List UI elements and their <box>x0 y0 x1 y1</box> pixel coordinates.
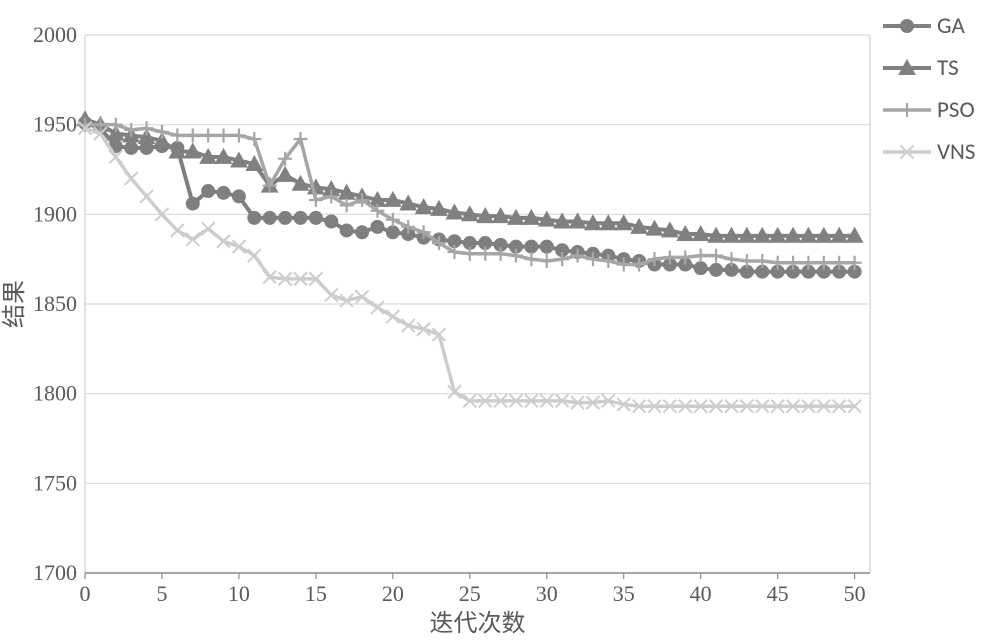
ytick-label: 2000 <box>33 22 77 47</box>
convergence-chart: 1700 1750 1800 1850 1900 1950 2000 0 5 10 15 20 25 30… <box>0 0 1000 644</box>
xtick-label: 25 <box>459 581 481 606</box>
xtick-label: 15 <box>305 581 327 606</box>
ytick-label: 1750 <box>33 470 77 495</box>
chart-svg: 1700 1750 1800 1850 1900 1950 2000 0 5 10 15 20 25 30… <box>0 0 1000 644</box>
xtick-label: 40 <box>690 581 712 606</box>
ytick-label: 1800 <box>33 381 77 406</box>
y-axis-title: 结果 <box>1 280 28 328</box>
xtick-label: 5 <box>156 581 167 606</box>
xtick-label: 35 <box>613 581 635 606</box>
ytick-label: 1950 <box>33 112 77 137</box>
xtick-label: 20 <box>382 581 404 606</box>
xtick-label: 10 <box>228 581 250 606</box>
legend-label: VNS <box>937 138 975 166</box>
ytick-label: 1900 <box>33 201 77 226</box>
legend-label: PSO <box>937 96 975 124</box>
x-axis-title: 迭代次数 <box>430 610 526 637</box>
xtick-label: 50 <box>844 581 866 606</box>
ytick-label: 1850 <box>33 291 77 316</box>
ytick-label: 1700 <box>33 560 77 585</box>
xtick-label: 0 <box>80 581 91 606</box>
legend-label: TS <box>937 54 959 82</box>
legend-label: GA <box>937 12 966 40</box>
xtick-label: 30 <box>536 581 558 606</box>
xtick-label: 45 <box>767 581 789 606</box>
